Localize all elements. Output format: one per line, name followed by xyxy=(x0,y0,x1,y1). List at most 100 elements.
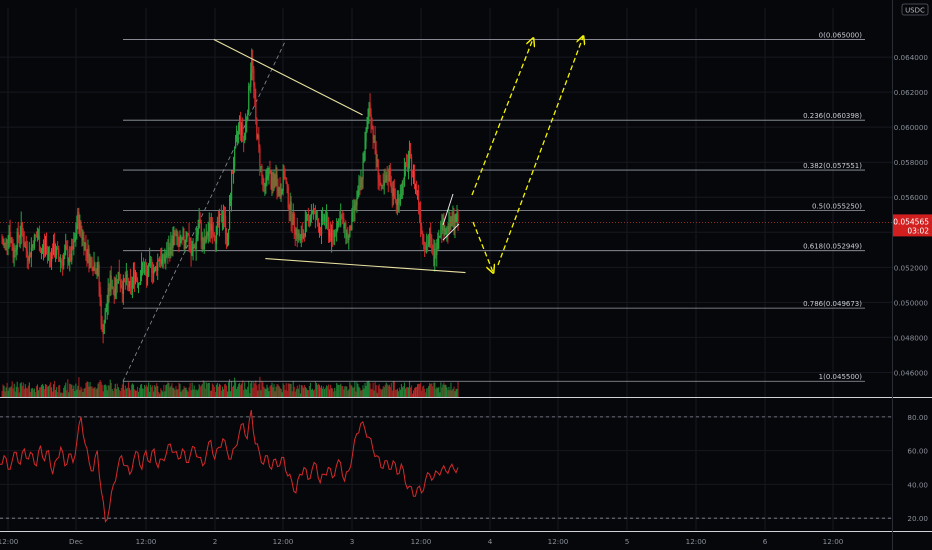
last-price-tag xyxy=(893,214,932,237)
volume-bar xyxy=(248,380,250,397)
candle-body xyxy=(66,245,68,249)
volume-bar xyxy=(372,382,374,397)
candle-body xyxy=(419,205,421,214)
volume-bar xyxy=(170,385,172,397)
volume-bar xyxy=(300,385,302,397)
candle-body xyxy=(204,238,206,242)
candle-body xyxy=(440,222,442,236)
candle-body xyxy=(146,271,148,277)
candle-body xyxy=(210,224,213,231)
volume-bar xyxy=(136,386,139,397)
candle-body xyxy=(434,249,436,266)
volume-bar xyxy=(74,390,76,397)
volume-bar xyxy=(400,383,402,397)
candle-body xyxy=(390,183,392,189)
candle-body xyxy=(224,216,227,236)
volume-bar xyxy=(72,388,74,397)
volume-bar xyxy=(384,384,386,397)
volume-bar xyxy=(225,385,228,397)
fibonacci-retracement[interactable]: 0(0.065000) 0.236(0.060398) 0.382(0.057551… xyxy=(122,32,865,382)
volume-bar xyxy=(379,388,381,397)
volume-bar xyxy=(360,390,362,397)
candle-body xyxy=(381,184,383,186)
candle-body xyxy=(267,175,269,177)
volume-bar xyxy=(142,388,144,397)
candle-body xyxy=(94,263,96,273)
volume-bar xyxy=(242,380,244,397)
volume-bar xyxy=(96,388,98,397)
fib-trend-line xyxy=(122,39,287,382)
candle-body xyxy=(73,241,75,249)
candle-body xyxy=(263,185,265,187)
candle-body xyxy=(294,229,296,235)
volume-bar xyxy=(328,384,330,397)
volume-bar xyxy=(148,382,150,397)
candle-body xyxy=(189,246,191,250)
volume-bar xyxy=(271,382,273,397)
candle-body xyxy=(35,236,38,238)
candle-body xyxy=(264,182,266,187)
candle-body xyxy=(245,122,247,133)
pair-badge xyxy=(901,3,929,16)
candle-body xyxy=(77,212,79,227)
volume-bar xyxy=(167,382,169,397)
candle-body xyxy=(289,201,291,210)
volume-bar xyxy=(422,386,424,397)
volume-bar xyxy=(423,385,425,397)
candle-body xyxy=(219,214,222,216)
volume-bar xyxy=(188,387,190,397)
candle-body xyxy=(244,132,246,142)
volume-bar xyxy=(185,387,187,397)
candle-body xyxy=(172,235,174,249)
candle-body xyxy=(273,181,275,183)
candle-body xyxy=(430,232,432,239)
candle-body xyxy=(75,234,77,238)
volume-bar xyxy=(270,384,272,397)
volume-bar xyxy=(430,383,432,397)
candle-body xyxy=(324,215,326,221)
volume-bar xyxy=(47,386,49,397)
candle-body xyxy=(297,233,299,239)
price-tick-label: 0.056000 xyxy=(894,193,929,202)
candle-body xyxy=(260,166,262,168)
candle-body xyxy=(120,284,123,288)
volume-bar xyxy=(233,385,235,397)
volume-bar xyxy=(192,389,194,397)
volume-bar xyxy=(89,381,91,397)
candle-body xyxy=(223,215,226,217)
candle-body xyxy=(232,172,234,174)
volume-bar xyxy=(333,391,335,397)
candle-body xyxy=(269,169,271,174)
volume-bar xyxy=(305,388,307,397)
volume-bar xyxy=(114,383,116,397)
candle-body xyxy=(142,263,144,265)
trend-line xyxy=(265,258,466,274)
volume-bar xyxy=(239,382,241,397)
volume-bar xyxy=(424,388,426,397)
volume-bar xyxy=(341,385,343,397)
candle-body xyxy=(9,231,11,242)
candle-body xyxy=(85,243,87,250)
candle-body xyxy=(352,205,354,213)
candle-body xyxy=(362,162,364,180)
candle-body xyxy=(366,120,368,132)
volume-bar xyxy=(454,391,456,397)
volume-bar xyxy=(91,386,93,397)
candle-body xyxy=(113,288,115,297)
candle-body xyxy=(167,250,169,256)
volume-bar xyxy=(11,381,13,397)
candle-body xyxy=(303,233,306,237)
candle-body xyxy=(441,222,443,231)
candle-body xyxy=(27,257,29,261)
time-axis[interactable]: 12:00 Dec 12:00 2 12:00 3 12:00 4 12:00 5 12:00 6 12… xyxy=(0,532,892,550)
candle-body xyxy=(250,72,252,87)
countdown-value: 03:02 xyxy=(907,226,929,235)
candle-body xyxy=(412,175,414,177)
candle-body xyxy=(6,239,8,244)
candle-body xyxy=(110,275,112,289)
volume-bar xyxy=(102,391,104,397)
drawing-tools[interactable] xyxy=(0,37,892,273)
candle-body xyxy=(253,68,255,87)
